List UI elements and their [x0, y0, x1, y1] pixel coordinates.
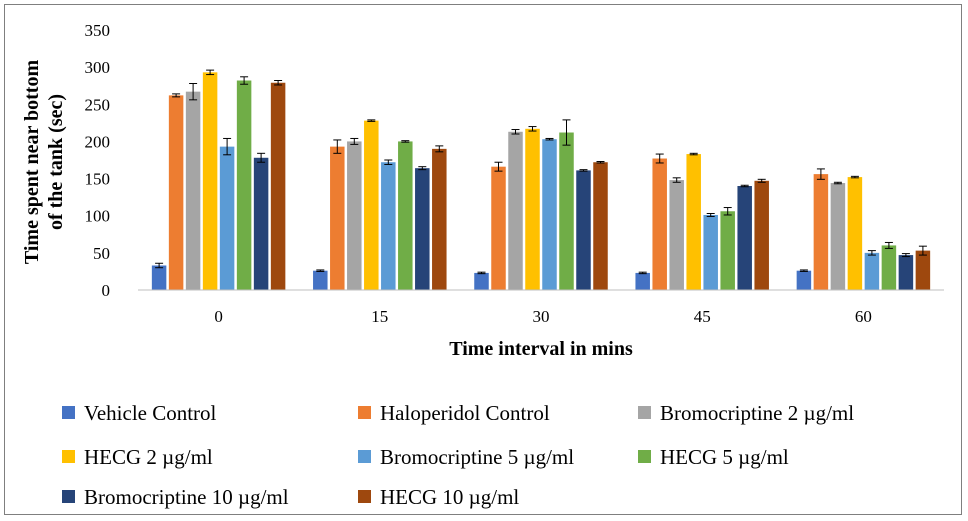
legend-label: HECG 10 µg/ml — [380, 485, 519, 509]
bar — [432, 148, 447, 290]
bar — [669, 180, 684, 290]
bar — [737, 186, 752, 290]
bar — [686, 154, 701, 290]
bars-group — [151, 69, 931, 291]
legend-swatch — [358, 406, 371, 419]
bar — [219, 146, 235, 290]
bar — [915, 250, 931, 290]
bar — [151, 265, 167, 290]
bar — [313, 270, 328, 290]
y-tick-label: 250 — [85, 95, 111, 114]
bar — [703, 214, 718, 290]
y-tick-label: 200 — [85, 132, 111, 151]
y-axis-title-line1: Time spent near bottom — [21, 60, 43, 265]
legend-swatch — [62, 490, 75, 503]
legend-swatch — [62, 450, 75, 463]
y-tick-label: 350 — [85, 21, 111, 40]
y-tick-label: 150 — [85, 170, 111, 189]
bar — [270, 82, 286, 290]
bar — [253, 157, 269, 290]
bar — [415, 168, 430, 290]
bar — [168, 95, 184, 290]
bar — [796, 270, 812, 290]
legend: Vehicle Control Haloperidol Control Bromoc… — [62, 401, 854, 509]
x-axis-title: Time interval in mins — [449, 338, 633, 360]
x-tick-label: 45 — [694, 307, 711, 326]
bar — [652, 158, 667, 290]
bar — [559, 132, 574, 290]
x-tick-label: 30 — [533, 307, 550, 326]
legend-label: Vehicle Control — [84, 401, 217, 425]
bar — [881, 245, 897, 290]
bar — [864, 252, 880, 290]
legend-swatch — [638, 406, 651, 419]
bar — [576, 170, 591, 290]
bar — [474, 272, 489, 290]
bar — [635, 272, 650, 290]
legend-label: HECG 2 µg/ml — [84, 445, 213, 469]
legend-swatch — [62, 406, 75, 419]
bar — [898, 255, 914, 290]
y-tick-label: 50 — [93, 244, 110, 263]
y-tick-label: 100 — [85, 207, 111, 226]
legend-label: Haloperidol Control — [380, 401, 550, 425]
bar — [185, 91, 201, 291]
legend-label: Bromocriptine 5 µg/ml — [380, 445, 574, 469]
legend-swatch — [358, 450, 371, 463]
bar — [813, 174, 829, 290]
bar — [847, 177, 863, 290]
legend-swatch — [638, 450, 651, 463]
bar — [525, 128, 540, 290]
bar — [542, 139, 557, 290]
x-tick-label: 0 — [214, 307, 223, 326]
bar — [754, 180, 769, 290]
x-tick-label: 15 — [371, 307, 388, 326]
y-axis-title-line2: of the tank (sec) — [45, 94, 67, 230]
x-tick-label: 60 — [855, 307, 872, 326]
bar — [593, 162, 608, 290]
chart-frame — [4, 4, 962, 515]
bar — [347, 141, 362, 290]
y-axis-ticks: 0 50 100 150 200 250 300 350 — [85, 21, 111, 300]
y-tick-label: 0 — [102, 281, 111, 300]
bar — [381, 162, 396, 290]
bar — [236, 80, 252, 290]
y-tick-label: 300 — [85, 58, 111, 77]
bar — [202, 72, 218, 290]
bar — [491, 166, 506, 290]
legend-swatch — [358, 490, 371, 503]
x-axis-ticks: 0 15 30 45 60 — [214, 307, 872, 326]
bar — [508, 131, 523, 290]
legend-label: HECG 5 µg/ml — [660, 445, 789, 469]
legend-label: Bromocriptine 10 µg/ml — [84, 485, 289, 509]
bar — [330, 146, 345, 290]
bar — [364, 120, 379, 290]
legend-label: Bromocriptine 2 µg/ml — [660, 401, 854, 425]
bar — [830, 183, 846, 290]
bar — [720, 211, 735, 290]
bar — [398, 141, 413, 290]
